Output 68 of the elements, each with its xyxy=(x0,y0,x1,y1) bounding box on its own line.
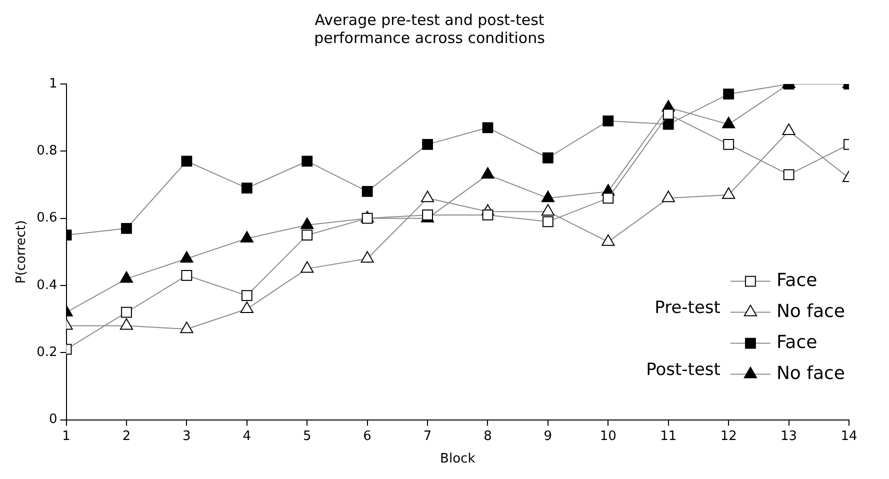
point xyxy=(362,212,373,224)
y-axis-title: P(correct) xyxy=(14,220,30,284)
point xyxy=(121,222,132,234)
point xyxy=(302,230,313,241)
point xyxy=(782,124,796,136)
point xyxy=(542,216,554,228)
point xyxy=(723,138,734,150)
y-tick-label: 0.8 xyxy=(36,144,58,159)
legend-label: Face xyxy=(776,270,818,291)
point xyxy=(420,190,434,202)
legend-label: Face xyxy=(776,332,818,353)
x-tick-label: 10 xyxy=(600,428,616,444)
x-tick-label: 14 xyxy=(840,428,858,444)
x-tick-label: 4 xyxy=(242,428,252,444)
x-tick-label: 2 xyxy=(122,428,131,444)
x-axis-title: Block xyxy=(440,452,476,467)
point xyxy=(602,234,615,246)
y-tick-label: 1 xyxy=(48,76,58,92)
point xyxy=(662,118,674,130)
point xyxy=(180,322,194,334)
y-tick-label: 0.2 xyxy=(36,345,58,360)
annotation: Pre-test xyxy=(654,298,721,318)
point xyxy=(662,108,674,120)
x-tick-label: 1 xyxy=(62,428,70,444)
x-tick-label: 9 xyxy=(544,428,552,444)
point xyxy=(602,192,614,204)
point xyxy=(783,169,794,180)
point xyxy=(120,271,134,283)
point xyxy=(542,152,554,164)
point xyxy=(302,156,313,167)
point xyxy=(482,122,494,134)
x-tick-label: 5 xyxy=(302,428,312,444)
point xyxy=(180,251,194,263)
point xyxy=(422,138,433,150)
point xyxy=(121,306,132,318)
point xyxy=(360,251,374,263)
y-tick-label: 0 xyxy=(48,412,58,428)
point xyxy=(481,167,494,179)
point xyxy=(120,318,134,330)
point xyxy=(602,115,614,126)
point xyxy=(662,190,675,202)
point xyxy=(240,230,254,242)
x-tick-label: 7 xyxy=(423,428,432,444)
point xyxy=(723,88,734,100)
point xyxy=(722,187,736,199)
x-tick-label: 6 xyxy=(363,428,372,444)
point xyxy=(541,190,555,202)
point xyxy=(482,210,494,220)
x-tick-label: 11 xyxy=(660,428,677,444)
x-tick-label: 3 xyxy=(182,428,191,444)
annotation: Post-test xyxy=(646,360,721,380)
point xyxy=(241,182,252,194)
x-tick-label: 12 xyxy=(720,428,737,444)
point xyxy=(541,204,555,216)
point xyxy=(240,301,254,313)
point xyxy=(300,218,314,230)
legend-label: No face xyxy=(776,300,846,322)
y-tick-label: 0.6 xyxy=(36,210,58,226)
point xyxy=(181,156,192,167)
point xyxy=(722,116,736,128)
legend-label: No face xyxy=(776,362,846,384)
point xyxy=(181,270,192,281)
y-tick-label: 0.4 xyxy=(36,278,58,293)
point xyxy=(362,186,373,197)
chart-title: Average pre-test and post-test performance across conditions xyxy=(314,10,546,47)
x-tick-label: 8 xyxy=(484,428,492,444)
point xyxy=(300,261,314,273)
x-tick-label: 13 xyxy=(780,428,798,444)
